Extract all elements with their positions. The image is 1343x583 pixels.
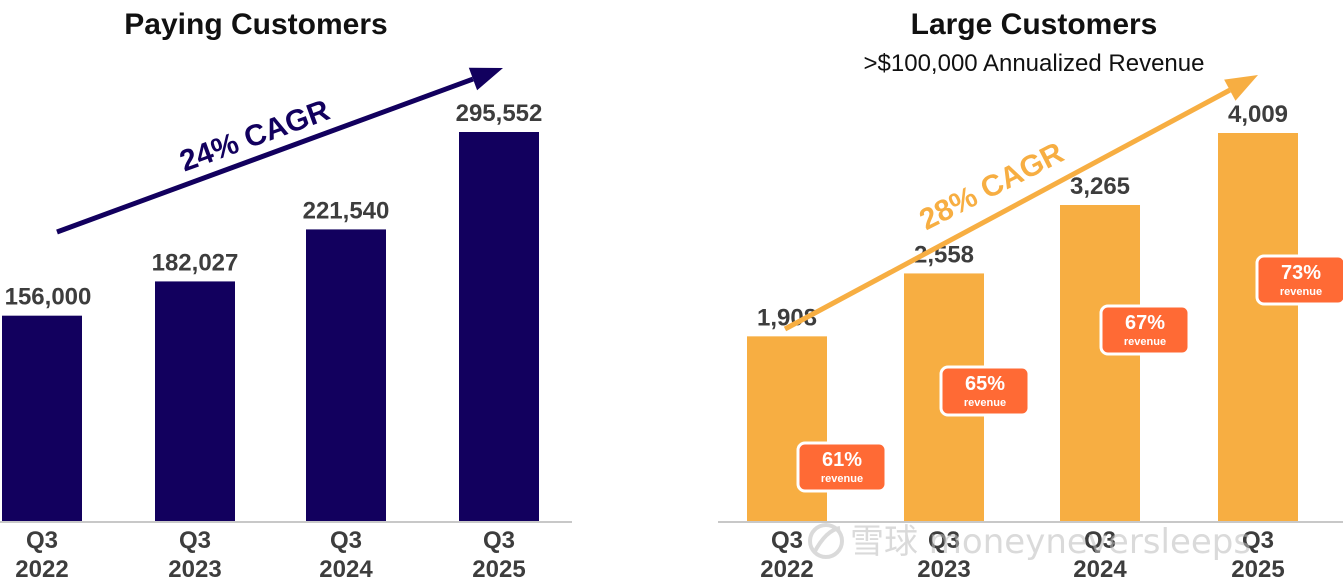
badge-label: revenue xyxy=(1280,286,1322,298)
snowball-logo-icon xyxy=(808,523,844,559)
data-label: 182,027 xyxy=(152,249,239,276)
data-label: 156,000 xyxy=(5,284,92,311)
revenue-badge: 67% revenue xyxy=(1099,304,1191,356)
cagr-annotation: 24% CAGR xyxy=(175,94,334,179)
data-label: 221,540 xyxy=(303,197,390,224)
chart-1: Paying Customers 156,000 Q3 2022 182,027 Q3 20… xyxy=(0,8,572,583)
chart-title: Large Customers xyxy=(911,8,1158,41)
chart-2: Large Customers >$100,000 Annualized Reve… xyxy=(718,8,1343,583)
badge-percent: 73% xyxy=(1281,262,1321,284)
bar xyxy=(747,336,827,521)
data-label: 3,265 xyxy=(1070,173,1130,200)
badge-percent: 65% xyxy=(965,373,1005,395)
revenue-badge: 65% revenue xyxy=(939,365,1031,417)
bar xyxy=(459,132,539,521)
watermark-text: 雪球 moneyneversleeps xyxy=(850,522,1251,562)
tick-label: Q3 2025 xyxy=(1231,527,1284,583)
tick-label: Q3 2022 xyxy=(760,527,813,583)
chart-title: Paying Customers xyxy=(124,8,387,41)
tick-label: Q3 2022 xyxy=(15,527,68,583)
badge-label: revenue xyxy=(1124,336,1166,348)
tick-label: Q3 2023 xyxy=(917,527,970,583)
chart-subtitle: >$100,000 Annualized Revenue xyxy=(864,50,1205,77)
tick-label: Q3 2024 xyxy=(1073,527,1127,583)
bar xyxy=(2,315,82,521)
revenue-badge: 61% revenue xyxy=(796,441,888,493)
cagr-arrow-head-icon xyxy=(1224,75,1258,101)
bar xyxy=(306,229,386,521)
data-label: 4,009 xyxy=(1228,101,1288,128)
badge-percent: 67% xyxy=(1125,312,1165,334)
bar xyxy=(1218,133,1298,521)
data-label: 295,552 xyxy=(456,100,543,127)
bar xyxy=(1060,205,1140,521)
tick-label: Q3 2024 xyxy=(319,527,373,583)
badge-percent: 61% xyxy=(822,449,862,471)
watermark: 雪球 moneyneversleeps xyxy=(808,522,1251,562)
tick-label: Q3 2025 xyxy=(472,527,525,583)
revenue-badge: 73% revenue xyxy=(1255,254,1343,306)
badge-label: revenue xyxy=(821,473,863,485)
tick-label: Q3 2023 xyxy=(168,527,221,583)
cagr-arrow-head-icon xyxy=(468,67,503,91)
cagr-arrow-line xyxy=(783,87,1231,332)
badge-label: revenue xyxy=(964,397,1006,409)
cagr-arrow-line xyxy=(56,76,474,235)
bar xyxy=(155,281,235,521)
